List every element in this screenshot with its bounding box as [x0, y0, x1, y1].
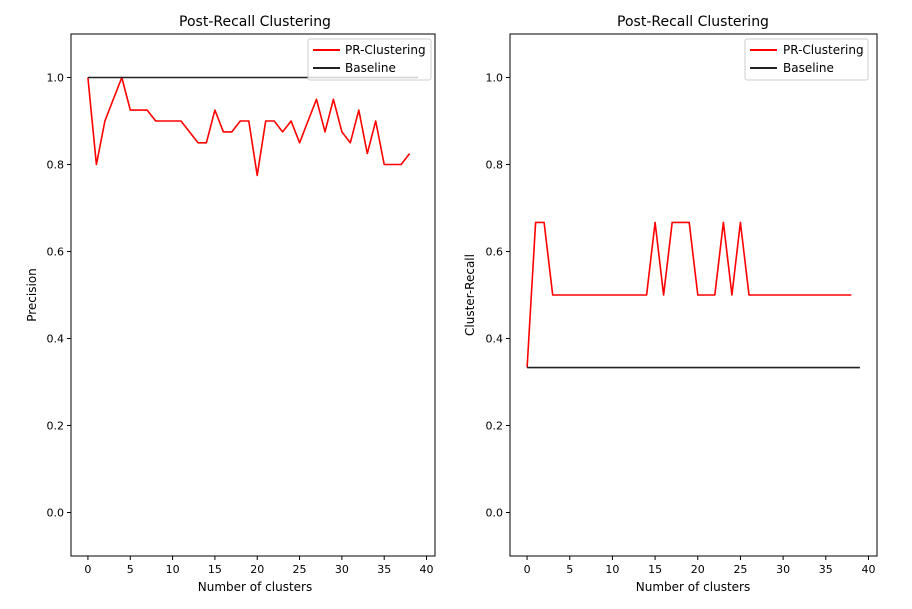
chart-left-xtick-label: 25	[293, 563, 307, 576]
chart-left-legend: PR-Clustering Baseline	[307, 38, 432, 81]
chart-left-ytick-label: 1.0	[47, 72, 65, 85]
chart-left-xtick-label: 35	[377, 563, 391, 576]
chart-right-xtick-label: 30	[776, 563, 790, 576]
chart-right-xtick-label: 35	[819, 563, 833, 576]
chart-left-legend-label-pr-clustering: PR-Clustering	[345, 43, 426, 57]
chart-right-legend: PR-Clustering Baseline	[744, 38, 869, 81]
chart-left-xtick-label: 5	[127, 563, 134, 576]
chart-left-ytick-label: 0.6	[47, 246, 65, 259]
chart-right-xtick-label: 0	[524, 563, 531, 576]
chart-left-legend-label-baseline: Baseline	[345, 61, 396, 75]
chart-left-axes-frame	[70, 33, 436, 557]
chart-left-xticks: 0 5 10 15 20 25 30 35 40	[84, 556, 434, 576]
chart-right-xtick-label: 5	[566, 563, 573, 576]
chart-left-xtick-label: 15	[208, 563, 222, 576]
chart-right-xtick-label: 25	[733, 563, 747, 576]
chart-right-ylabel: Cluster-Recall	[463, 254, 477, 336]
chart-left-ylabel: Precision	[25, 268, 39, 322]
chart-right-xticks: 0 5 10 15 20 25 30 35 40	[524, 556, 875, 576]
chart-left-xtick-label: 30	[335, 563, 349, 576]
chart-left-xlabel: Number of clusters	[198, 580, 312, 594]
chart-right-xtick-label: 20	[691, 563, 705, 576]
chart-left-yticks: 0.0 0.2 0.4 0.6 0.8 1.0	[47, 72, 71, 520]
chart-right-yticks: 0.0 0.2 0.4 0.6 0.8 1.0	[486, 72, 510, 520]
chart-right-xlabel: Number of clusters	[636, 580, 750, 594]
chart-left-xtick-label: 0	[84, 563, 91, 576]
chart-right-ytick-label: 0.4	[486, 333, 504, 346]
chart-right-axes-frame	[509, 33, 878, 557]
chart-left-xtick-label: 20	[250, 563, 264, 576]
chart-right: Post-Recall Clustering 0 5 10 15 20 25 30 35 40 …	[463, 14, 878, 594]
chart-right-legend-label-baseline: Baseline	[783, 61, 834, 75]
chart-right-series-line-pr-clustering	[526, 221, 852, 368]
chart-left-ytick-label: 0.0	[47, 507, 65, 520]
chart-right-series-layer	[526, 221, 860, 369]
chart-right-ytick-label: 1.0	[486, 72, 504, 85]
chart-left-xtick-label: 40	[420, 563, 434, 576]
chart-right-xtick-label: 40	[861, 563, 875, 576]
chart-right-xtick-label: 10	[605, 563, 619, 576]
chart-right-title: Post-Recall Clustering	[617, 14, 769, 30]
chart-left: Post-Recall Clustering 0 5 10 15 20 25 30 35 40 …	[25, 14, 436, 594]
chart-left-ytick-label: 0.8	[47, 159, 65, 172]
chart-right-xtick-label: 15	[648, 563, 662, 576]
chart-left-ytick-label: 0.4	[47, 333, 65, 346]
chart-right-ytick-label: 0.0	[486, 507, 504, 520]
chart-right-ytick-label: 0.2	[486, 420, 504, 433]
chart-left-xtick-label: 10	[166, 563, 180, 576]
chart-left-title: Post-Recall Clustering	[179, 14, 331, 30]
chart-right-ytick-label: 0.6	[486, 246, 504, 259]
chart-right-ytick-label: 0.8	[486, 159, 504, 172]
chart-left-series-line-pr-clustering	[87, 76, 411, 177]
chart-right-legend-label-pr-clustering: PR-Clustering	[783, 43, 864, 57]
chart-left-ytick-label: 0.2	[47, 420, 65, 433]
